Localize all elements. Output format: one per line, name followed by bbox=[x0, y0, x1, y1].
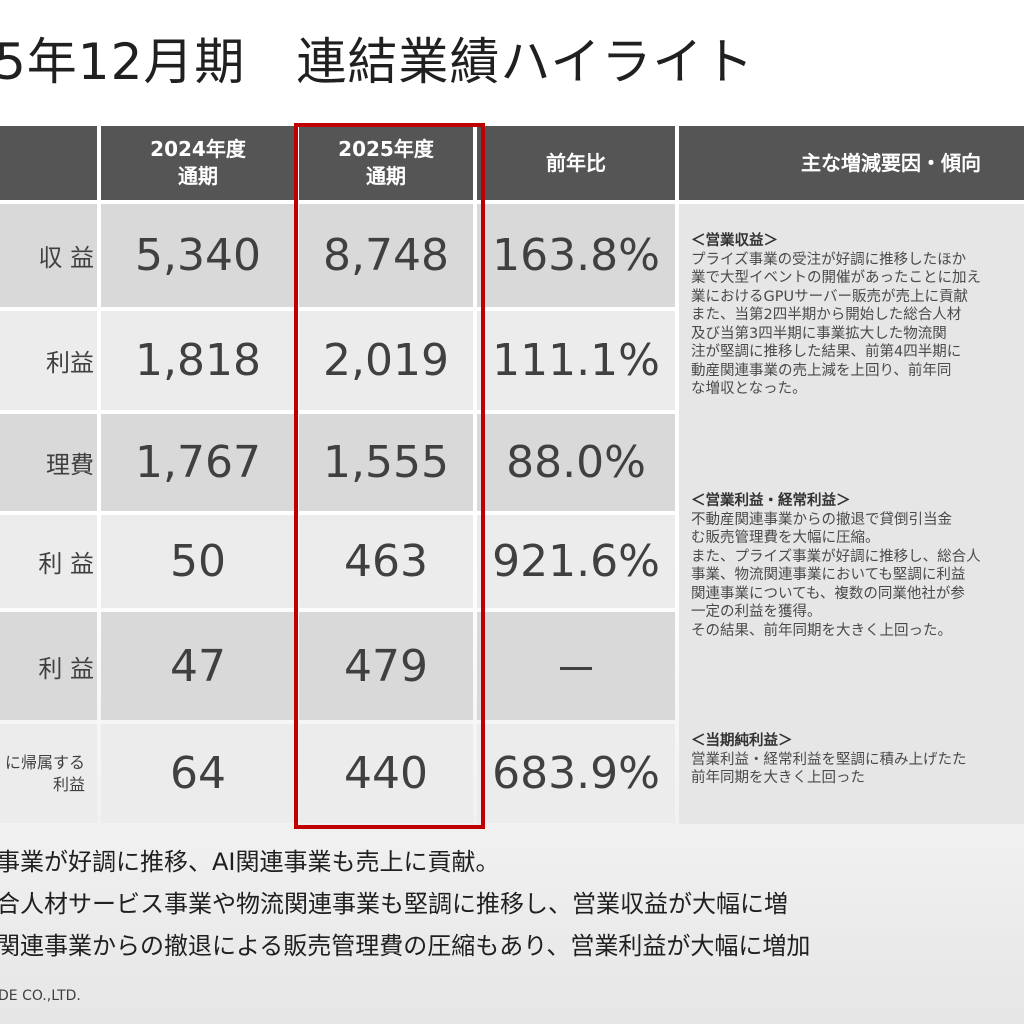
value-2024: 1,818 bbox=[101, 311, 295, 410]
value-yoy: 111.1% bbox=[477, 311, 675, 410]
factors-sales: ＜営業収益＞ プライズ事業の受注が好調に推移したほか 業で大型イベントの開催があ… bbox=[691, 232, 1024, 399]
header-yoy: 前年比 bbox=[477, 126, 675, 200]
factors-line: 営業利益・経常利益を堅調に積み上げたた bbox=[691, 751, 967, 768]
value-2025: 440 bbox=[299, 724, 473, 823]
factors-sales-heading: ＜営業収益＞ bbox=[691, 233, 778, 249]
factors-line: 関連事業についても、複数の同業他社が参 bbox=[691, 585, 965, 602]
factors-net-heading: ＜当期純利益＞ bbox=[691, 733, 793, 749]
row-label: 収 益 bbox=[0, 204, 97, 307]
header-factors-text: 主な増減要因・傾向 bbox=[801, 150, 981, 175]
value-2025: 463 bbox=[299, 515, 473, 608]
row-label: に帰属する 利益 bbox=[0, 724, 97, 823]
factors-line: プライズ事業の受注が好調に推移したほか bbox=[691, 251, 967, 268]
summary-line: 事業が好調に推移、AI関連事業も売上に貢献。 bbox=[0, 848, 500, 876]
factors-line: む販売管理費を大幅に圧縮。 bbox=[691, 530, 880, 546]
factors-line: 前年同期を大きく上回った bbox=[691, 770, 865, 786]
row-label: 利 益 bbox=[0, 612, 97, 720]
header-2025: 2025年度 通期 bbox=[299, 126, 473, 200]
summary-line: 合人材サービス事業や物流関連事業も堅調に推移し、営業収益が大幅に増 bbox=[0, 890, 788, 918]
value-2024: 47 bbox=[101, 612, 295, 720]
row-label-text: に帰属する 利益 bbox=[4, 752, 85, 794]
row-label: 理費 bbox=[0, 414, 97, 511]
factors-line: 動産関連事業の売上減を上回り、前年同 bbox=[691, 362, 952, 379]
page-title: 5年12月期 連結業績ハイライト bbox=[0, 33, 755, 91]
factors-net: ＜当期純利益＞ 営業利益・経常利益を堅調に積み上げたた 前年同期を大きく上回った bbox=[691, 732, 1024, 788]
factors-panel: ＜営業収益＞ プライズ事業の受注が好調に推移したほか 業で大型イベントの開催があ… bbox=[679, 204, 1024, 824]
value-2024: 1,767 bbox=[101, 414, 295, 511]
value-yoy: － bbox=[477, 612, 675, 720]
factors-line: 及び当第3四半期に事業拡大した物流関 bbox=[691, 325, 947, 342]
summary-line: 関連事業からの撤退による販売管理費の圧縮もあり、営業利益が大幅に増加 bbox=[0, 932, 811, 960]
header-yoy-text: 前年比 bbox=[546, 150, 606, 175]
copyright-footer: DE CO.,LTD. bbox=[0, 988, 81, 1004]
row-label: 利 益 bbox=[0, 515, 97, 608]
value-yoy: 163.8% bbox=[477, 204, 675, 307]
value-2024: 50 bbox=[101, 515, 295, 608]
factors-profit-heading: ＜営業利益・経常利益＞ bbox=[691, 493, 851, 509]
factors-line: また、プライズ事業が好調に推移し、総合人 bbox=[691, 548, 981, 565]
factors-line: その結果、前年同期を大きく上回った。 bbox=[691, 622, 952, 639]
factors-line: 業で大型イベントの開催があったことに加え bbox=[691, 270, 981, 286]
header-factors: 主な増減要因・傾向 bbox=[679, 126, 1024, 200]
value-2025: 479 bbox=[299, 612, 473, 720]
factors-line: 注が堅調に推移した結果、前第4四半期に bbox=[691, 344, 962, 360]
factors-line: また、当第2四半期から開始した総合人材 bbox=[691, 307, 962, 323]
value-2024: 64 bbox=[101, 724, 295, 823]
header-label-column bbox=[0, 126, 97, 200]
value-2025: 2,019 bbox=[299, 311, 473, 410]
header-2024: 2024年度 通期 bbox=[101, 126, 295, 200]
header-2024-text: 2024年度 通期 bbox=[150, 137, 246, 188]
value-2025: 8,748 bbox=[299, 204, 473, 307]
factors-line: 事業、物流関連事業においても堅調に利益 bbox=[691, 567, 966, 583]
row-label: 利益 bbox=[0, 311, 97, 410]
value-yoy: 88.0% bbox=[477, 414, 675, 511]
value-yoy: 683.9% bbox=[477, 724, 675, 823]
header-2025-text: 2025年度 通期 bbox=[338, 137, 434, 188]
value-2025: 1,555 bbox=[299, 414, 473, 511]
factors-profit: ＜営業利益・経常利益＞ 不動産関連事業からの撤退で貸倒引当金 む販売管理費を大幅… bbox=[691, 492, 1024, 640]
value-2024: 5,340 bbox=[101, 204, 295, 307]
factors-line: 不動産関連事業からの撤退で貸倒引当金 bbox=[691, 511, 952, 528]
factors-line: 一定の利益を獲得。 bbox=[691, 604, 822, 620]
value-yoy: 921.6% bbox=[477, 515, 675, 608]
factors-line: 業におけるGPUサーバー販売が売上に貢献 bbox=[691, 288, 968, 305]
factors-line: な増収となった。 bbox=[691, 381, 807, 397]
